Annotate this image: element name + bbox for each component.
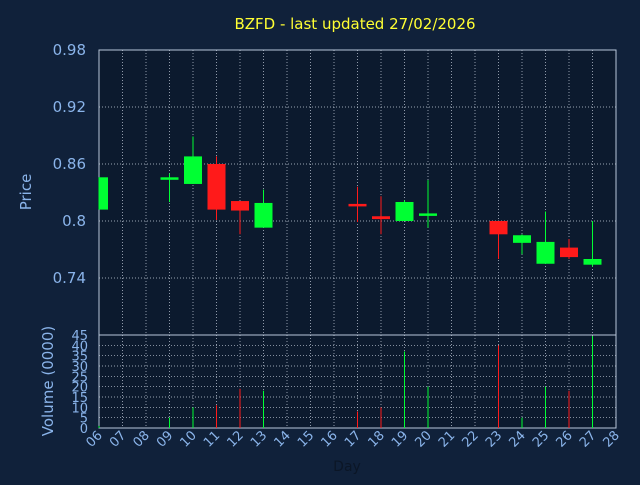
candle-body	[583, 259, 602, 265]
day-tick-label: 08	[131, 428, 153, 450]
candle-body	[489, 221, 508, 235]
chart-title: BZFD - last updated 27/02/2026	[234, 15, 475, 33]
price-tick-labels: 0.98 0.92 0.86 0.8 0.74	[53, 41, 86, 287]
day-tick-label: 10	[178, 428, 200, 450]
day-tick-label: 26	[554, 428, 576, 450]
day-tick-label: 18	[366, 428, 388, 450]
price-tick-label: 0.86	[53, 155, 86, 173]
day-tick-label: 21	[436, 428, 458, 450]
volume-tick-label: 0	[80, 422, 88, 437]
day-tick-label: 19	[389, 428, 411, 450]
candle-body	[419, 213, 437, 216]
candle-body	[395, 202, 414, 221]
candle-body	[372, 216, 390, 220]
volume-tick-label: 30	[71, 360, 88, 375]
day-axis-label: Day	[333, 459, 361, 475]
day-tick-label: 15	[295, 428, 317, 450]
day-tick-labels: 06 07 08 09 10 11 12 13 14 15 16 17 18 19 20 21 22 23 24 25…	[84, 428, 623, 450]
volume-bars	[98, 336, 593, 428]
volume-tick-label: 40	[71, 339, 88, 354]
day-tick-label: 12	[225, 428, 247, 450]
volume-tick-label: 25	[71, 370, 88, 385]
day-tick-label: 11	[201, 428, 223, 450]
candle-body	[160, 177, 179, 180]
candle-body	[231, 201, 249, 211]
candle-body	[184, 156, 202, 184]
day-tick-label: 23	[483, 428, 505, 450]
price-tick-label: 0.92	[53, 98, 86, 116]
candle-body	[560, 247, 578, 258]
candle-body	[348, 203, 367, 207]
day-tick-label: 22	[460, 428, 482, 450]
day-tick-label: 14	[272, 428, 294, 450]
volume-tick-label: 5	[80, 412, 88, 427]
day-tick-label: 09	[154, 428, 176, 450]
day-tick-label: 13	[248, 428, 270, 450]
volume-tick-label: 15	[71, 391, 88, 406]
price-tick-label: 0.98	[53, 41, 86, 59]
day-tick-label: 25	[530, 428, 552, 450]
candle-body	[99, 177, 108, 210]
volume-tick-label: 45	[71, 329, 88, 344]
volume-tick-label: 35	[71, 350, 88, 365]
price-tick-label: 0.74	[53, 269, 86, 287]
day-tick-label: 27	[577, 428, 599, 450]
day-tick-label: 16	[319, 428, 341, 450]
price-candles	[98, 136, 602, 267]
day-tick-label: 24	[507, 428, 529, 450]
price-axis-label: Price	[17, 174, 35, 211]
volume-tick-label: 20	[71, 381, 88, 396]
volume-tick-label: 10	[71, 401, 88, 416]
candle-body	[536, 241, 555, 264]
candle-body	[207, 164, 226, 210]
candle-body	[513, 235, 531, 243]
day-tick-label: 07	[107, 428, 129, 450]
volume-axis-label: Volume (0000)	[39, 326, 57, 436]
candle-body	[254, 202, 273, 228]
day-tick-label: 17	[342, 428, 364, 450]
day-tick-label: 28	[601, 428, 623, 450]
day-tick-label: 20	[413, 428, 435, 450]
price-tick-label: 0.8	[62, 212, 86, 230]
